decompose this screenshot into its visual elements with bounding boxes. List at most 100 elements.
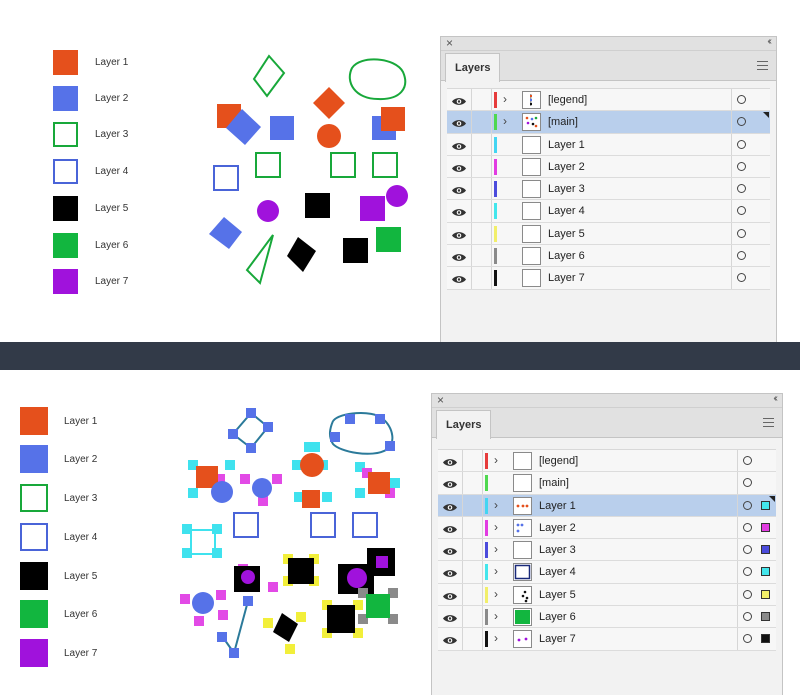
legend-item-layer-3[interactable]: Layer 3 <box>20 484 97 512</box>
visibility-eye-icon[interactable] <box>451 205 467 217</box>
black-square[interactable] <box>305 193 330 218</box>
layer-row[interactable]: Layer 5 <box>447 222 770 246</box>
legend-item-layer-4[interactable]: Layer 4 <box>53 159 128 184</box>
layer-name[interactable]: [main] <box>548 116 578 129</box>
layer-row[interactable]: › [legend] <box>447 89 770 112</box>
purple-circle[interactable] <box>386 185 408 207</box>
green-square[interactable] <box>376 227 401 252</box>
black-quad[interactable] <box>287 237 316 272</box>
lock-toggle[interactable] <box>473 156 489 177</box>
chevron-right-icon[interactable]: › <box>494 586 498 601</box>
visibility-eye-icon[interactable] <box>442 633 458 645</box>
tab-layers[interactable]: Layers <box>436 410 492 439</box>
selection-indicator[interactable] <box>761 567 770 577</box>
layer-row[interactable]: › Layer 5 <box>438 583 776 607</box>
chevron-right-icon[interactable]: › <box>494 564 498 579</box>
visibility-eye-icon[interactable] <box>442 522 458 533</box>
orange-diamond[interactable] <box>313 87 345 119</box>
outline-squares[interactable] <box>190 512 378 555</box>
chevron-right-icon[interactable]: › <box>503 114 507 129</box>
target-circle-icon[interactable] <box>737 273 746 283</box>
blue-square[interactable] <box>270 116 294 140</box>
legend-item-layer-2[interactable]: Layer 2 <box>20 445 97 473</box>
legend-item-layer-5[interactable]: Layer 5 <box>20 562 97 590</box>
lock-toggle[interactable] <box>464 495 480 516</box>
legend-item-layer-3[interactable]: Layer 3 <box>53 122 128 147</box>
target-circle-icon[interactable] <box>743 456 752 465</box>
layer-name[interactable]: Layer 4 <box>539 566 576 579</box>
blue-rotated-square[interactable] <box>226 109 261 145</box>
green-outline-square[interactable] <box>330 152 356 178</box>
layer-name[interactable]: [main] <box>539 477 569 490</box>
chevron-right-icon[interactable]: › <box>503 92 507 106</box>
legend-item-layer-6[interactable]: Layer 6 <box>20 600 97 628</box>
purple-circle[interactable] <box>257 200 279 222</box>
selection-indicator[interactable] <box>761 589 770 599</box>
lock-toggle[interactable] <box>464 539 480 560</box>
chevron-right-icon[interactable]: › <box>494 542 498 557</box>
lock-toggle[interactable] <box>464 628 480 649</box>
target-circle-icon[interactable] <box>737 184 746 194</box>
lock-toggle[interactable] <box>473 178 489 199</box>
layer-row[interactable]: › Layer 1 <box>438 494 776 517</box>
lock-toggle[interactable] <box>464 517 480 538</box>
green-outline-diamond[interactable] <box>252 54 286 98</box>
lock-toggle[interactable] <box>473 223 489 244</box>
layer-name[interactable]: Layer 6 <box>548 250 585 263</box>
target-circle-icon[interactable] <box>743 500 752 510</box>
target-circle-icon[interactable] <box>737 117 746 127</box>
visibility-eye-icon[interactable] <box>442 477 458 489</box>
purple-square[interactable] <box>360 196 385 221</box>
layer-row[interactable]: › Layer 2 <box>438 516 776 540</box>
layer-name[interactable]: Layer 7 <box>539 633 576 646</box>
target-circle-icon[interactable] <box>737 206 746 216</box>
layer-name[interactable]: [legend] <box>539 455 579 467</box>
selection-indicator[interactable] <box>761 545 770 555</box>
selection-indicator[interactable] <box>761 522 770 532</box>
lock-toggle[interactable] <box>473 245 489 266</box>
visibility-eye-icon[interactable] <box>451 139 467 150</box>
close-icon[interactable]: × <box>446 36 454 50</box>
layer-row[interactable]: Layer 3 <box>447 178 770 201</box>
chevron-right-icon[interactable]: › <box>494 497 498 512</box>
blue-shapes[interactable] <box>192 478 272 614</box>
layer-name[interactable]: Layer 2 <box>539 521 576 534</box>
purple-shapes[interactable] <box>241 556 388 588</box>
selection-indicator[interactable] <box>761 612 770 622</box>
layer-row[interactable]: [main] <box>438 472 776 495</box>
black-square[interactable] <box>343 238 368 263</box>
layer-name[interactable]: Layer 1 <box>539 499 576 512</box>
chevron-right-icon[interactable]: › <box>494 519 498 534</box>
target-circle-icon[interactable] <box>737 95 746 104</box>
layer-name[interactable]: Layer 3 <box>539 544 576 557</box>
target-circle-icon[interactable] <box>737 139 746 149</box>
lock-toggle[interactable] <box>473 200 489 221</box>
target-circle-icon[interactable] <box>743 567 752 577</box>
visibility-eye-icon[interactable] <box>451 183 467 195</box>
orange-shapes[interactable] <box>196 453 390 508</box>
layer-row[interactable]: › [legend] <box>438 450 776 473</box>
visibility-eye-icon[interactable] <box>451 250 467 261</box>
visibility-eye-icon[interactable] <box>442 544 458 556</box>
blue-rotated-square[interactable] <box>209 217 242 249</box>
target-circle-icon[interactable] <box>743 478 752 488</box>
layer-row[interactable]: › Layer 6 <box>438 606 776 629</box>
green-outline-blob[interactable] <box>348 58 407 101</box>
visibility-eye-icon[interactable] <box>451 161 467 172</box>
layer-row[interactable]: Layer 2 <box>447 155 770 179</box>
layer-name[interactable]: Layer 7 <box>548 272 585 285</box>
green-outline-triangle[interactable] <box>245 234 274 285</box>
panel-menu-icon[interactable] <box>763 418 774 427</box>
chevron-right-icon[interactable]: › <box>494 453 498 467</box>
layer-row[interactable]: › Layer 3 <box>438 539 776 562</box>
blue-outline-square[interactable] <box>213 165 239 191</box>
visibility-eye-icon[interactable] <box>451 116 467 128</box>
lock-toggle[interactable] <box>473 111 489 132</box>
green-square[interactable] <box>366 594 390 618</box>
layer-name[interactable]: Layer 1 <box>548 138 585 151</box>
visibility-eye-icon[interactable] <box>442 611 458 622</box>
target-circle-icon[interactable] <box>743 545 752 555</box>
green-outline-square[interactable] <box>255 152 281 178</box>
layer-row[interactable]: Layer 7 <box>447 267 770 290</box>
legend-item-layer-2[interactable]: Layer 2 <box>53 86 128 111</box>
